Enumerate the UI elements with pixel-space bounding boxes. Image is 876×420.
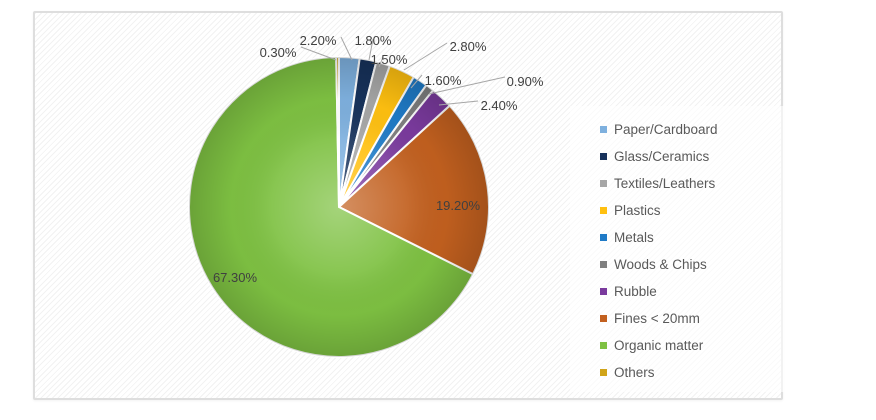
legend-label: Fines < 20mm <box>614 311 700 326</box>
label-leader-lines <box>300 36 506 106</box>
legend-swatch-icon <box>600 207 607 214</box>
data-label-plastics: 2.80% <box>450 39 487 54</box>
legend-label: Paper/Cardboard <box>614 122 718 137</box>
leader-line-paper-cardboard <box>340 36 353 61</box>
leader-line-metals <box>410 74 423 89</box>
legend-label: Rubble <box>614 284 657 299</box>
legend-label: Metals <box>614 230 654 245</box>
leader-line-glass-ceramics <box>368 38 374 61</box>
legend-label: Plastics <box>614 203 661 218</box>
data-label-fines-20mm: 19.20% <box>436 198 481 213</box>
legend-swatch-icon <box>600 153 607 160</box>
legend-item-glass-ceramics: Glass/Ceramics <box>600 143 784 170</box>
legend-swatch-icon <box>600 288 607 295</box>
legend-swatch-icon <box>600 315 607 322</box>
legend-label: Textiles/Leathers <box>614 176 716 191</box>
legend-label: Organic matter <box>614 338 704 353</box>
legend-item-fines-under-20mm: Fines < 20mm <box>600 305 784 332</box>
data-label-textiles-leathers: 1.50% <box>371 52 408 67</box>
data-label-rubble: 2.40% <box>481 98 518 113</box>
legend-item-textiles-leathers: Textiles/Leathers <box>600 170 784 197</box>
legend-label: Others <box>614 365 655 380</box>
leader-line-others <box>300 46 337 61</box>
legend-label: Glass/Ceramics <box>614 149 710 164</box>
legend-swatch-icon <box>600 126 607 133</box>
pie-chart-panel: 2.20% 1.80% 1.50% 2.80% 1.60% 0.90% 2.40% 19.20… <box>33 11 784 400</box>
data-label-paper-cardboard: 2.20% <box>300 33 337 48</box>
legend-swatch-icon <box>600 369 607 376</box>
data-label-woods-chips: 0.90% <box>507 74 544 89</box>
data-label-organic-matter: 67.30% <box>213 270 258 285</box>
legend-item-organic-matter: Organic matter <box>600 332 784 359</box>
leader-line-woods-chips <box>428 76 506 95</box>
legend-item-plastics: Plastics <box>600 197 784 224</box>
legend-item-metals: Metals <box>600 224 784 251</box>
leader-line-rubble <box>438 100 479 106</box>
legend-item-paper-cardboard: Paper/Cardboard <box>600 116 784 143</box>
legend: Paper/Cardboard Glass/Ceramics Textiles/… <box>570 106 784 392</box>
legend-label: Woods & Chips <box>614 257 707 272</box>
data-labels: 2.20% 1.80% 1.50% 2.80% 1.60% 0.90% 2.40% 19.20… <box>213 33 544 285</box>
leader-line-textiles-leathers <box>378 56 384 68</box>
legend-item-others: Others <box>600 359 784 386</box>
legend-item-rubble: Rubble <box>600 278 784 305</box>
legend-swatch-icon <box>600 234 607 241</box>
data-label-glass-ceramics: 1.80% <box>355 33 392 48</box>
legend-item-woods-chips: Woods & Chips <box>600 251 784 278</box>
leader-line-plastics <box>403 42 448 71</box>
legend-swatch-icon <box>600 342 607 349</box>
legend-swatch-icon <box>600 261 607 268</box>
legend-swatch-icon <box>600 180 607 187</box>
data-label-others: 0.30% <box>260 45 297 60</box>
data-label-metals: 1.60% <box>425 73 462 88</box>
